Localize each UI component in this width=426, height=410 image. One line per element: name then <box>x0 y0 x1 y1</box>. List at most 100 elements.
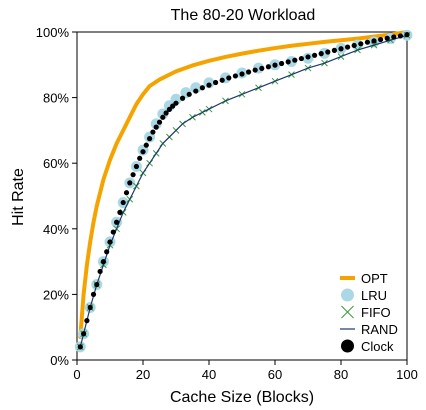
data-point <box>318 51 324 57</box>
plot-area: 0 20 40 60 80 100 0% 20% 40% 60% 80% 100% <box>36 25 418 382</box>
y-tick-label: 80% <box>43 91 69 106</box>
data-point <box>84 318 90 324</box>
data-point <box>259 65 265 72</box>
series-opt <box>78 30 409 340</box>
data-point <box>173 100 179 106</box>
data-point <box>100 259 106 265</box>
legend-swatch <box>341 288 354 302</box>
data-point <box>391 34 397 40</box>
data-point <box>107 239 113 245</box>
data-point <box>153 124 159 130</box>
y-axis-ticks: 0% 20% 40% 60% 80% 100% <box>36 25 77 368</box>
legend-item-rand: RAND <box>340 322 398 337</box>
data-point <box>279 60 285 67</box>
y-tick-label: 40% <box>43 222 69 237</box>
y-tick-label: 20% <box>43 287 69 302</box>
y-tick-label: 100% <box>36 25 70 40</box>
data-point <box>170 93 182 105</box>
y-axis-label: Hit Rate <box>10 168 27 226</box>
x-tick-label: 0 <box>73 367 80 382</box>
y-tick-label: 0% <box>50 353 69 368</box>
data-point <box>384 35 390 41</box>
data-point <box>123 190 130 196</box>
legend-label: Clock <box>361 339 394 354</box>
data-point <box>226 75 232 81</box>
data-point <box>292 57 298 63</box>
legend-label: OPT <box>361 271 388 286</box>
chart-title: The 80-20 Workload <box>171 7 316 24</box>
data-point <box>104 249 110 255</box>
data-point <box>94 281 100 288</box>
plot-frame <box>76 31 408 361</box>
data-point <box>312 52 318 58</box>
data-point <box>90 291 97 297</box>
data-point <box>232 73 238 79</box>
x-tick-label: 80 <box>334 367 348 382</box>
x-tick-label: 20 <box>136 367 150 382</box>
data-point <box>190 82 202 94</box>
data-point <box>166 106 172 113</box>
series-layer <box>74 29 413 353</box>
legend-item-clock: Clock <box>341 339 394 354</box>
data-point <box>325 49 331 55</box>
data-point <box>239 71 245 77</box>
data-point <box>160 114 166 120</box>
data-point <box>130 172 136 178</box>
data-point <box>199 85 205 91</box>
legend-item-fifo: FIFO <box>341 305 391 320</box>
data-point <box>219 77 225 83</box>
data-point <box>351 42 357 49</box>
legend-item-opt: OPT <box>340 271 388 286</box>
data-point <box>285 59 291 65</box>
data-point <box>371 38 377 44</box>
data-point <box>147 136 153 142</box>
data-point <box>193 88 199 94</box>
data-point <box>114 219 120 225</box>
data-point <box>81 331 87 337</box>
x-axis-ticks: 0 20 40 60 80 100 <box>73 360 418 382</box>
data-point <box>338 46 344 52</box>
data-point <box>97 268 103 275</box>
data-point <box>378 36 384 43</box>
series-clock <box>77 32 410 350</box>
data-point <box>298 55 304 62</box>
data-point <box>252 67 258 73</box>
data-point <box>397 33 403 39</box>
data-point <box>404 32 410 38</box>
data-point <box>140 149 146 155</box>
data-point <box>246 69 252 75</box>
data-point <box>77 344 83 350</box>
series-rand <box>79 34 408 348</box>
x-tick-label: 40 <box>202 367 216 382</box>
legend-label: RAND <box>361 322 398 337</box>
data-point <box>213 79 219 86</box>
data-point <box>110 229 116 235</box>
x-axis-label: Cache Size (Blocks) <box>170 389 314 406</box>
data-point <box>150 129 156 135</box>
data-point <box>345 44 351 50</box>
legend-label: FIFO <box>361 305 391 320</box>
series-line <box>78 30 409 340</box>
data-point <box>358 41 364 47</box>
data-point <box>120 199 126 206</box>
data-point <box>156 119 163 125</box>
series-line <box>79 34 408 348</box>
legend-swatch <box>341 305 354 319</box>
data-point <box>186 91 192 97</box>
legend: OPT LRU FIFO RAND Clock <box>340 271 398 354</box>
data-point <box>87 304 93 311</box>
data-point <box>180 95 186 101</box>
x-tick-label: 100 <box>396 367 418 382</box>
data-point <box>143 142 149 148</box>
data-point <box>163 110 169 116</box>
legend-item-lru: LRU <box>341 288 387 303</box>
data-point <box>331 47 337 53</box>
data-point <box>127 180 133 186</box>
data-point <box>265 64 271 70</box>
legend-swatch <box>341 339 354 353</box>
data-point <box>206 82 212 88</box>
data-point <box>305 54 311 60</box>
data-point <box>137 155 143 161</box>
data-point <box>364 39 370 45</box>
